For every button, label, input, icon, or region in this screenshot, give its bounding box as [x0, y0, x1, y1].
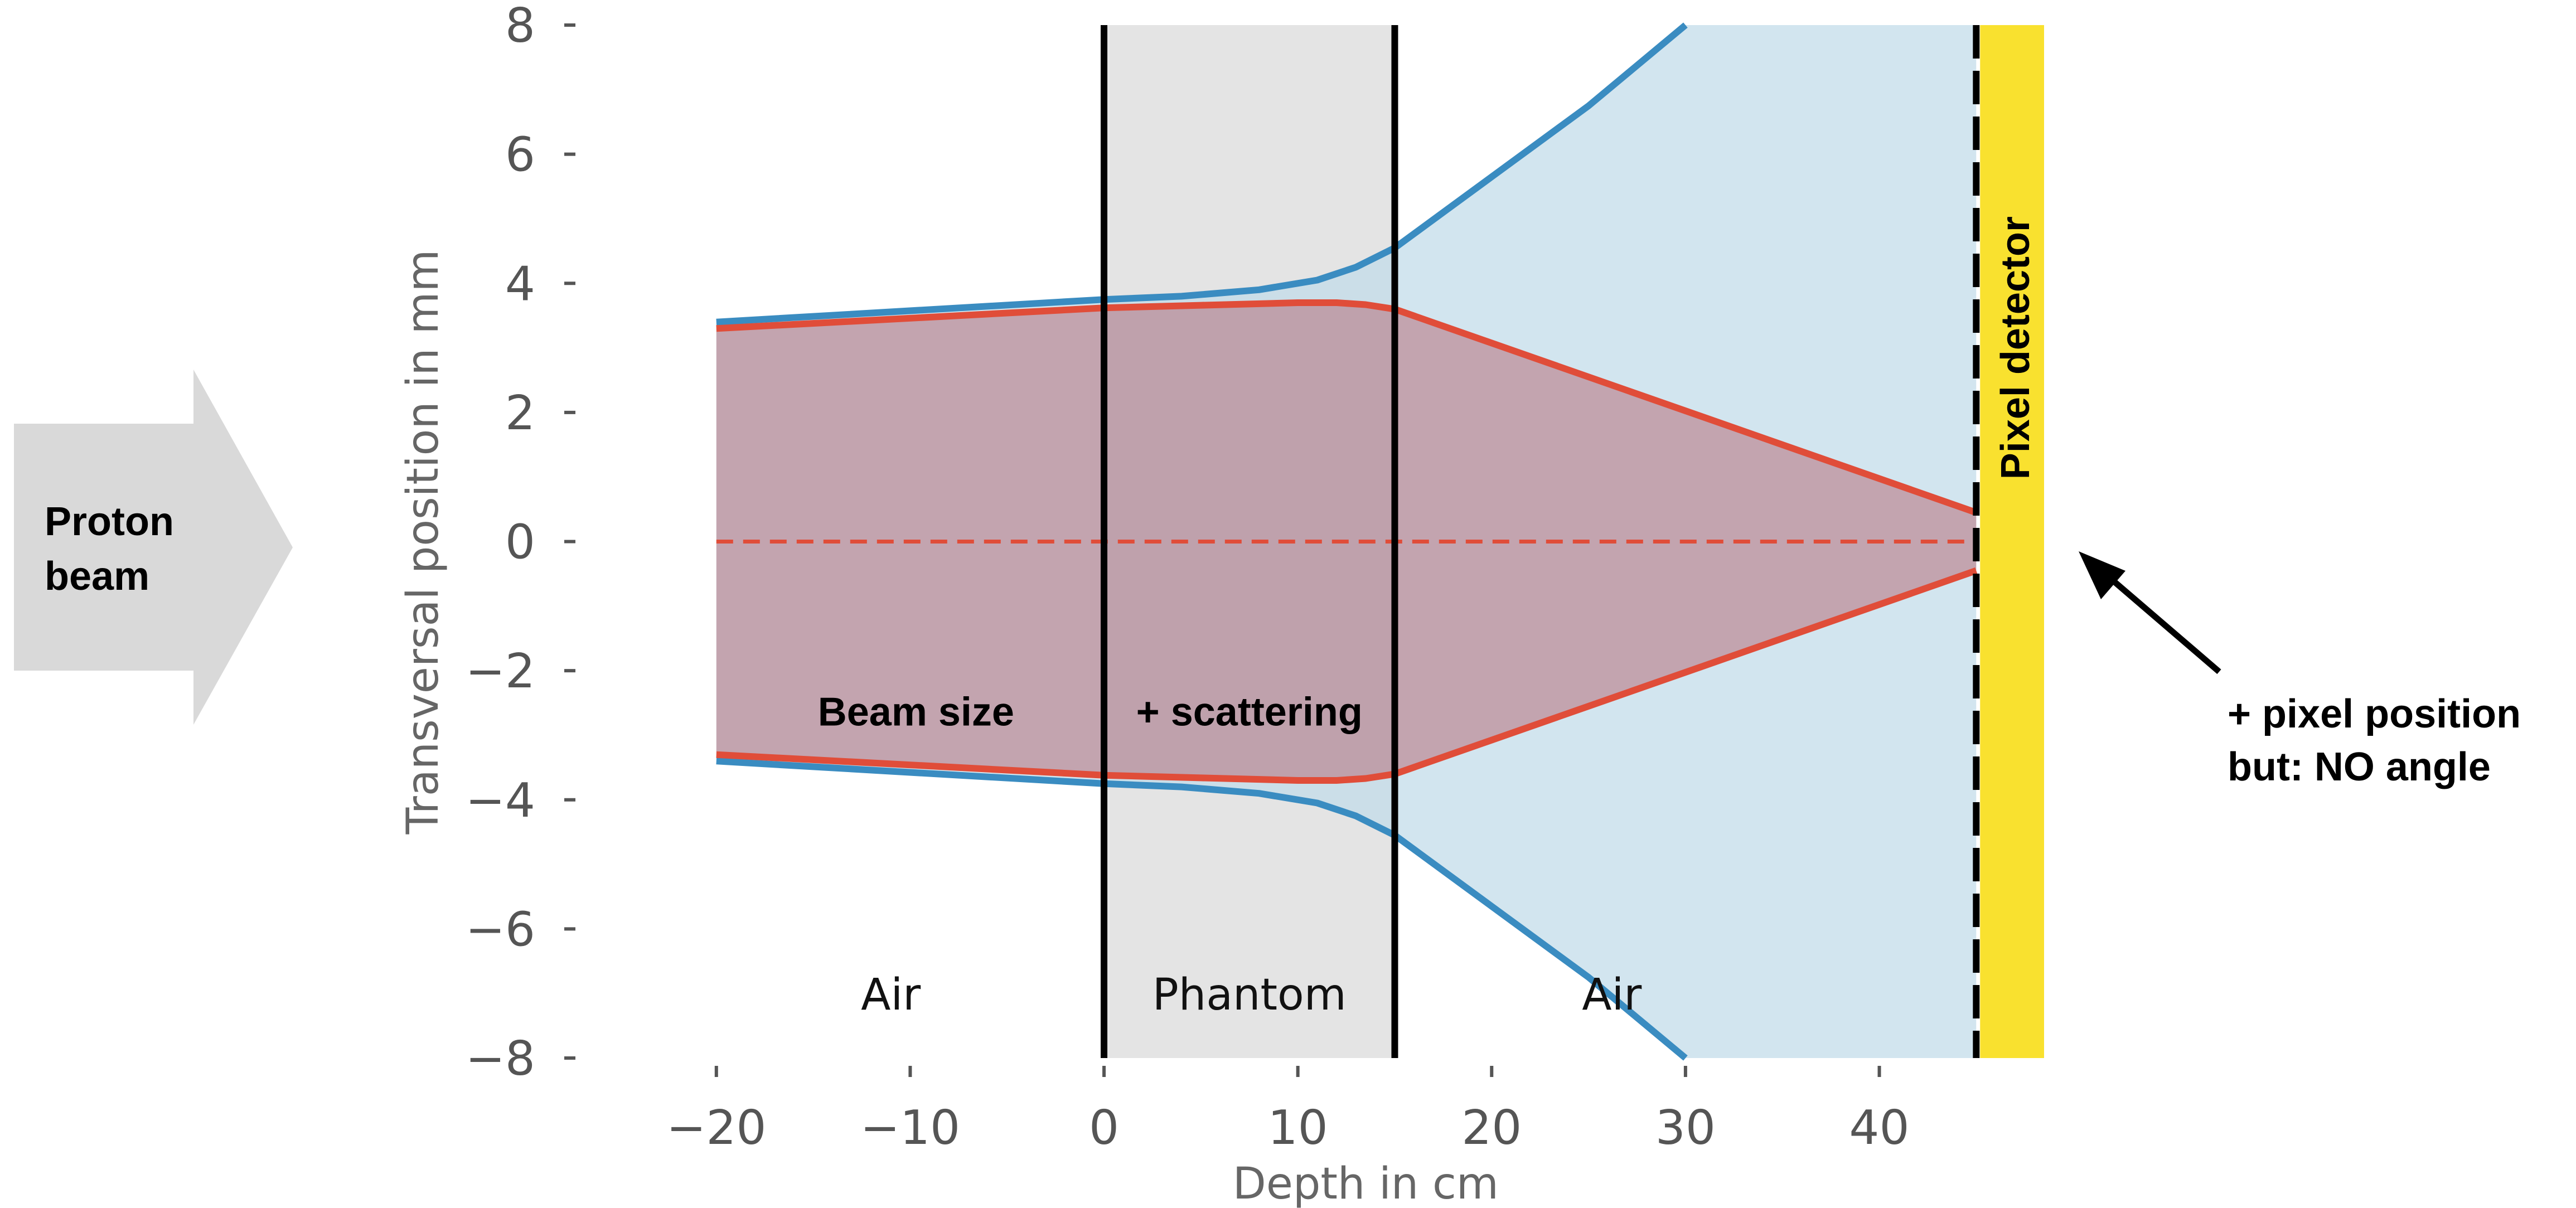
envelope-lines	[716, 22, 1978, 1061]
proton-beam-label-line1: Proton	[45, 499, 174, 544]
y-tick-label: −8	[466, 1031, 535, 1086]
outer-envelope-upper-line	[716, 22, 1688, 326]
proton-beam-arrow: Proton beam	[14, 370, 293, 725]
annotation-label: + scattering	[1136, 690, 1363, 735]
inner-envelope-lower-line	[716, 567, 1978, 784]
x-axis-title: Depth in cm	[1233, 1159, 1499, 1208]
region-boundaries	[1101, 25, 1980, 1058]
pointer-arrow-head	[2079, 551, 2125, 599]
pixel-position-line1: + pixel position	[2228, 692, 2521, 736]
x-tick-label: 30	[1655, 1100, 1716, 1156]
y-tick-label: 4	[505, 256, 535, 312]
y-tick-label: −6	[466, 902, 535, 957]
pointer-arrow-line	[2094, 564, 2221, 675]
region-label: Air	[861, 970, 921, 1020]
x-tick-label: −10	[860, 1100, 960, 1156]
outer-envelope-lower-line	[716, 758, 1688, 1061]
y-tick-label: 6	[505, 128, 535, 183]
pixel-position-line2: but: NO angle	[2228, 745, 2491, 789]
x-tick-label: −20	[666, 1100, 766, 1156]
y-tick-label: 2	[505, 386, 535, 441]
y-axis-title: Transversal position in mm	[398, 250, 448, 835]
annotations: Beam size + scattering Air Phantom Air Pixel …	[818, 216, 2038, 1020]
y-tick-label: −2	[466, 644, 535, 699]
pixel-detector-label: Pixel detector	[1993, 216, 2038, 479]
x-tick-label: 0	[1089, 1100, 1119, 1156]
proton-beam-label-line2: beam	[45, 554, 149, 599]
x-tick-label: 20	[1461, 1100, 1522, 1156]
y-tick-label: 0	[505, 515, 535, 570]
x-tick-label: 40	[1849, 1100, 1909, 1156]
region-label: Air	[1582, 970, 1642, 1020]
proton-beam-arrow-shape	[14, 370, 293, 725]
x-tick-label: 10	[1268, 1100, 1328, 1156]
detector-region	[1980, 25, 2044, 1058]
y-tick-label: −4	[466, 773, 535, 828]
pixel-position-annotation: + pixel position but: NO angle	[2079, 551, 2521, 789]
y-tick-label: 8	[505, 0, 535, 54]
annotation-label: Beam size	[818, 690, 1014, 735]
region-label: Phantom	[1153, 970, 1347, 1020]
inner-envelope-upper-line	[716, 299, 1978, 516]
